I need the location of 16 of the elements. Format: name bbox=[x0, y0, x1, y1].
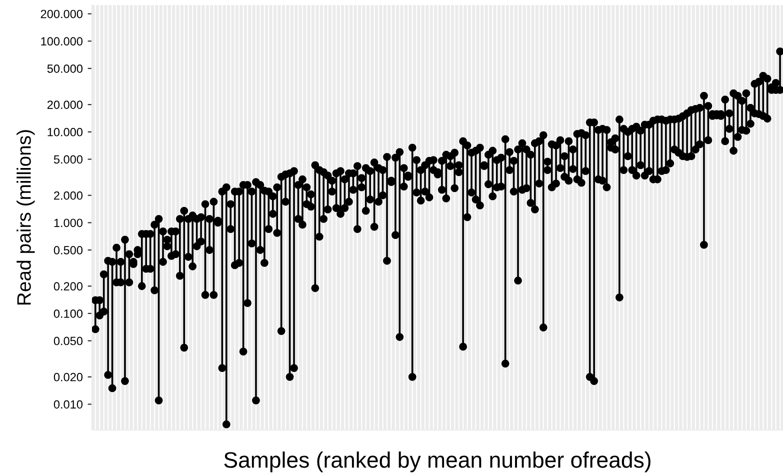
y-tick-label: 0.100 bbox=[54, 309, 83, 318]
y-tick-label: 10.000 bbox=[48, 128, 83, 136]
y-tick-label: 100.000 bbox=[41, 37, 83, 46]
y-tick-label: 1.000 bbox=[54, 218, 83, 228]
y-tick-label: 5.000 bbox=[54, 155, 83, 164]
y-tick-label: 0.200 bbox=[54, 282, 83, 291]
y-tick-label: 50.000 bbox=[47, 64, 83, 73]
y-tick-label: 0.020 bbox=[54, 372, 83, 382]
y-tick-label: 20.000 bbox=[47, 100, 83, 109]
y-axis-title: Read pairs (millions) bbox=[16, 130, 35, 305]
x-axis-title: Samples (ranked by mean number ofreads) bbox=[224, 452, 650, 472]
y-tick-label: 0.010 bbox=[54, 400, 83, 409]
y-tick-label: 0.050 bbox=[54, 336, 83, 346]
y-tick-label: 200.000 bbox=[40, 10, 83, 18]
y-tick-label: 2.000 bbox=[54, 191, 83, 200]
y-tick-label: 0.500 bbox=[54, 246, 83, 254]
